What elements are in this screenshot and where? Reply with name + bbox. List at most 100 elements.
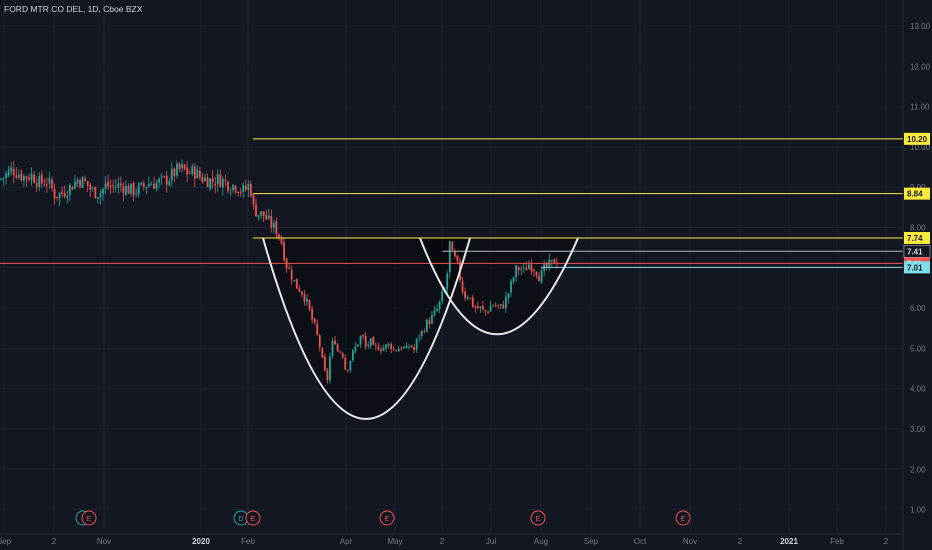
candle-body <box>30 173 33 181</box>
price-axis[interactable]: 13.0012.0011.0010.009.008.007.006.005.00… <box>902 0 931 550</box>
candle-body <box>262 211 265 217</box>
candle-body <box>382 347 385 351</box>
candle-body <box>260 211 262 216</box>
event-circle <box>530 510 546 526</box>
candle-body <box>130 183 132 194</box>
candle-body <box>336 344 339 352</box>
candle-body <box>242 184 245 193</box>
candle-body <box>522 267 525 269</box>
x-tick-label: Feb <box>830 537 844 546</box>
candle-body <box>53 188 56 199</box>
candle-body <box>119 183 122 186</box>
candle-body <box>2 177 5 179</box>
candle-body <box>318 335 321 348</box>
candle-body <box>165 175 168 185</box>
cup-and-handle-drawing[interactable] <box>262 237 579 420</box>
candle-body <box>191 165 194 174</box>
candle-body <box>15 175 18 178</box>
price-badge-label: 10.20 <box>907 135 928 144</box>
candle-body <box>137 184 140 195</box>
candle-body <box>436 308 438 311</box>
candle-body <box>61 191 64 194</box>
candle-body <box>505 296 507 309</box>
candle-body <box>359 336 362 345</box>
candle-body <box>510 280 512 293</box>
candle-body <box>201 177 204 182</box>
candle-body <box>405 345 408 348</box>
candle-body <box>364 335 367 347</box>
x-tick-label: Aug <box>534 537 548 546</box>
candle-body <box>278 234 280 238</box>
y-tick-label: 12.00 <box>910 62 931 71</box>
event-circle <box>81 510 97 526</box>
candle-body <box>420 330 423 337</box>
candle-body <box>168 180 171 186</box>
y-tick-label: 4.00 <box>910 385 926 394</box>
candle-body <box>476 306 479 309</box>
candle-body <box>127 185 130 194</box>
candle-body <box>196 169 199 179</box>
price-badge: 7.41 <box>903 244 931 258</box>
x-tick-label: Oct <box>634 537 647 546</box>
event-letter: E <box>681 516 686 523</box>
candle-body <box>527 264 530 270</box>
candle-body <box>451 242 454 251</box>
candle-body <box>107 181 109 187</box>
candle-body <box>512 277 515 282</box>
candle-body <box>94 186 97 199</box>
candle-body <box>423 331 426 333</box>
candle-body <box>323 356 326 371</box>
candle-body <box>229 191 232 193</box>
candle-body <box>150 184 153 186</box>
candle-body <box>471 297 474 308</box>
price-badge-bg <box>904 132 930 145</box>
price-badge-bg <box>904 187 930 200</box>
x-tick-label: 2 <box>440 537 445 546</box>
price-badge: 7.01 <box>904 261 930 274</box>
candle-body <box>48 177 51 184</box>
candle-body <box>25 176 28 179</box>
price-badge-label: 8.84 <box>907 190 923 199</box>
candle-body <box>446 273 449 290</box>
event-marker-E: E <box>675 510 691 526</box>
candle-body <box>211 178 214 182</box>
candle-body <box>515 265 517 278</box>
candle-body <box>170 168 173 181</box>
candle-body <box>86 181 89 186</box>
candle-body <box>295 278 298 289</box>
candle-body <box>12 168 15 176</box>
candle-body <box>425 320 428 332</box>
candle-body <box>418 337 421 338</box>
candle-body <box>308 299 311 310</box>
candle-body <box>0 178 2 180</box>
candle-body <box>372 337 375 345</box>
candle-body <box>553 259 556 264</box>
candle-body <box>35 183 38 187</box>
candle-body <box>199 171 201 178</box>
candle-body <box>339 351 342 353</box>
chart-grid <box>0 0 903 531</box>
candle-body <box>390 344 393 350</box>
candle-body <box>428 320 431 325</box>
time-axis[interactable]: Sep 2 Nov 2020 Feb Apr May 2 Jul Aug Sep Oct Nov 2 202… <box>0 533 903 546</box>
candle-body <box>181 164 183 169</box>
candle-body <box>538 276 540 282</box>
candle-body <box>456 255 459 262</box>
x-tick-label: Sep <box>584 537 599 546</box>
candle-body <box>84 178 87 181</box>
candle-body <box>145 186 148 189</box>
candle-body <box>272 222 275 228</box>
candle-body <box>183 164 186 170</box>
candle-body <box>331 341 334 356</box>
candle-body <box>46 184 48 186</box>
candle-body <box>377 346 380 350</box>
candle-body <box>270 216 273 228</box>
candle-body <box>464 291 466 299</box>
candle-body <box>349 360 352 371</box>
candle-body <box>341 353 344 358</box>
candle-body <box>63 192 66 197</box>
y-tick-label: 8.00 <box>910 224 926 233</box>
candle-body <box>298 288 301 292</box>
candle-body <box>482 305 484 310</box>
